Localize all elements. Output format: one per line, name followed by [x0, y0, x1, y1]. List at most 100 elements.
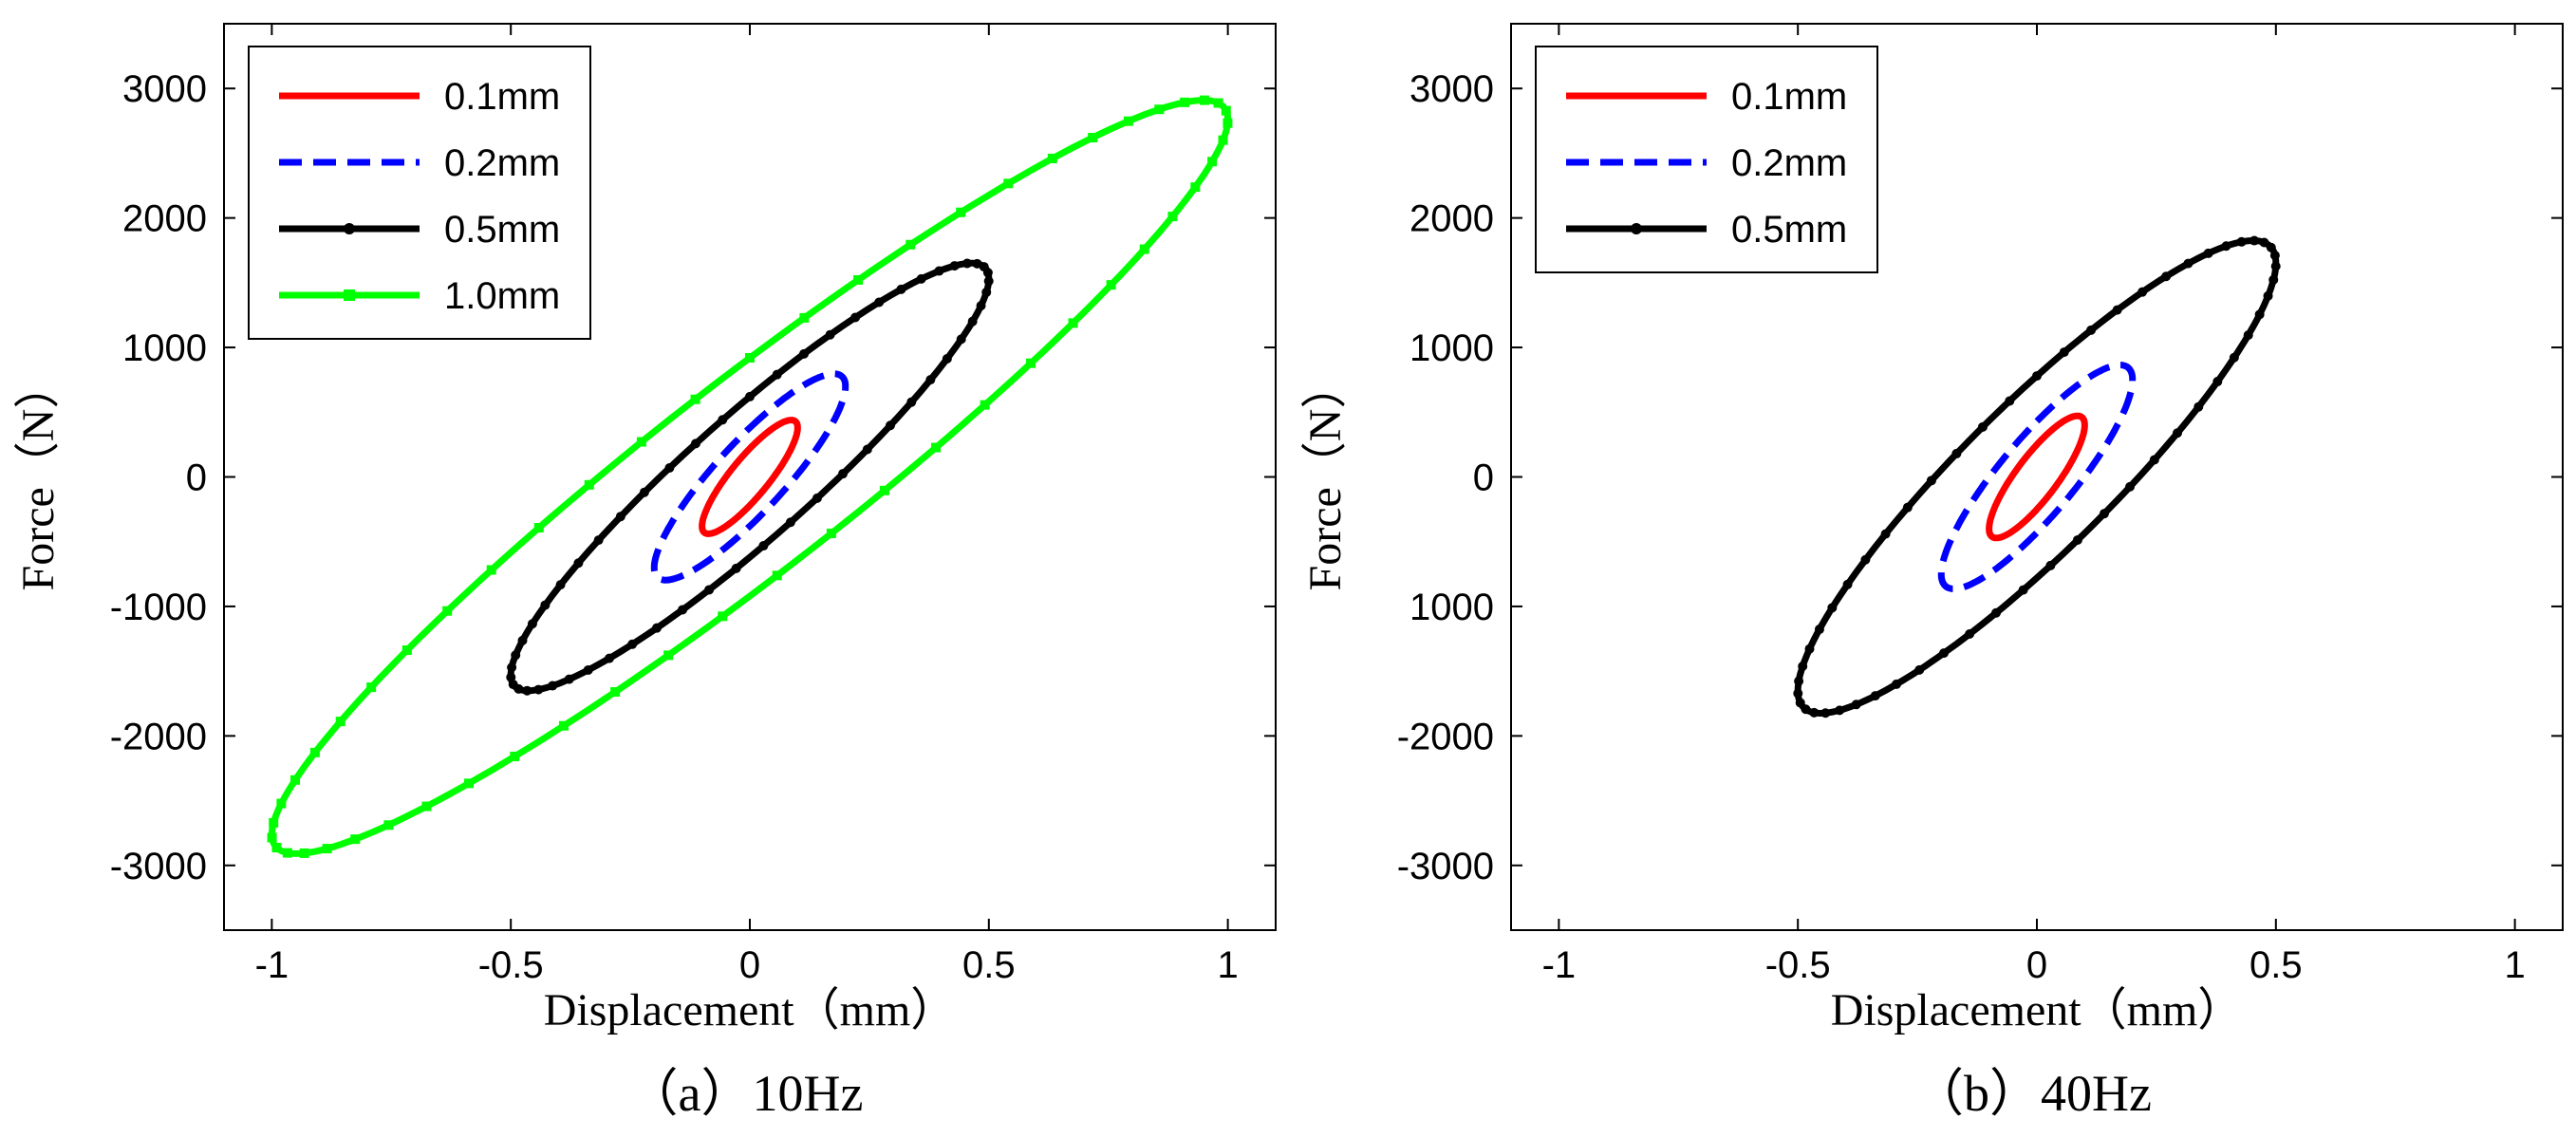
- series-marker-1.0mm: [335, 717, 345, 727]
- series-marker-0.5mm: [678, 605, 688, 615]
- y-tick-label: 1000: [1409, 587, 1494, 628]
- series-marker-0.5mm: [934, 266, 944, 276]
- series-marker-0.5mm: [1938, 648, 1949, 659]
- series-marker-1.0mm: [1213, 98, 1223, 108]
- series-marker-0.5mm: [772, 369, 782, 380]
- series-marker-0.5mm: [942, 353, 952, 364]
- series-line-0.1mm: [1986, 412, 2088, 542]
- x-tick-label: 1: [2505, 944, 2526, 986]
- series-marker-1.0mm: [276, 798, 287, 809]
- series-marker-0.5mm: [1804, 644, 1815, 654]
- series-marker-0.5mm: [2045, 560, 2056, 570]
- series-marker-1.0mm: [366, 682, 377, 693]
- legend-label: 1.0mm: [444, 275, 560, 317]
- series-marker-0.5mm: [718, 415, 728, 425]
- series-marker-0.5mm: [507, 662, 517, 673]
- legend-marker: [1631, 223, 1642, 234]
- series-marker-1.0mm: [745, 352, 755, 363]
- y-tick-label: -1000: [110, 587, 207, 628]
- series-marker-1.0mm: [663, 650, 674, 661]
- series-marker-0.5mm: [2266, 242, 2276, 252]
- series-marker-1.0mm: [1123, 116, 1133, 126]
- y-tick-label: 2000: [1409, 198, 1494, 240]
- series-marker-0.5mm: [2099, 509, 2109, 519]
- x-tick-label: 0: [2026, 944, 2047, 986]
- series-marker-0.5mm: [949, 261, 960, 271]
- series-marker-1.0mm: [299, 848, 309, 858]
- series-marker-0.5mm: [511, 650, 521, 661]
- series-marker-0.5mm: [1860, 554, 1871, 565]
- y-tick-label: 3000: [1409, 68, 1494, 110]
- series-marker-0.5mm: [1801, 704, 1811, 715]
- series-marker-0.5mm: [925, 375, 936, 385]
- series-marker-0.5mm: [1870, 691, 1880, 701]
- series-marker-0.5mm: [981, 287, 992, 297]
- series-marker-0.5mm: [540, 600, 551, 610]
- series-marker-0.5mm: [731, 563, 741, 573]
- series-marker-1.0mm: [879, 485, 889, 495]
- series-marker-0.5mm: [1902, 502, 1913, 513]
- series-marker-0.5mm: [799, 348, 810, 359]
- series-line-0.5mm: [1794, 237, 2280, 717]
- series-marker-0.5mm: [1965, 629, 1975, 640]
- series-marker-0.5mm: [906, 397, 917, 407]
- series-marker-0.5mm: [2161, 271, 2172, 282]
- chart-panel-a: -1 -0.5 0 0.5 13000200010000-1000-2000-3000 …: [13, 23, 1277, 1122]
- x-axis-label: Displacement（mm）: [544, 985, 957, 1035]
- series-marker-1.0mm: [1088, 132, 1098, 142]
- series-marker-1.0mm: [1221, 105, 1231, 116]
- x-axis-label: Displacement（mm）: [1831, 985, 2244, 1035]
- series-marker-0.5mm: [2173, 428, 2183, 438]
- series-marker-0.5mm: [2269, 251, 2280, 261]
- series-marker-1.0mm: [442, 606, 453, 616]
- series-marker-1.0mm: [799, 312, 810, 323]
- series-marker-0.5mm: [2032, 371, 2042, 382]
- series-marker-0.5mm: [583, 664, 593, 675]
- y-tick-label: 1000: [1409, 327, 1494, 369]
- series-marker-0.5mm: [2203, 248, 2213, 258]
- series-marker-0.5mm: [2259, 237, 2269, 248]
- series-marker-1.0mm: [1180, 97, 1190, 107]
- series-marker-0.5mm: [1795, 698, 1805, 708]
- series-marker-0.5mm: [522, 685, 532, 696]
- series-marker-0.5mm: [593, 535, 604, 546]
- x-tick-label: 1: [1218, 944, 1239, 986]
- series-marker-0.5mm: [758, 541, 769, 551]
- series-marker-1.0mm: [309, 747, 320, 757]
- series-marker-1.0mm: [1207, 157, 1218, 167]
- series-marker-1.0mm: [282, 848, 292, 858]
- series-marker-1.0mm: [636, 437, 646, 447]
- series-marker-0.5mm: [982, 268, 993, 278]
- panel-caption: （b）40Hz: [1913, 1065, 2152, 1122]
- series-marker-0.5mm: [1991, 607, 2002, 618]
- series-marker-0.5mm: [573, 558, 584, 569]
- series-marker-0.5mm: [615, 512, 625, 522]
- series-marker-1.0mm: [1223, 118, 1233, 128]
- series-marker-0.5mm: [564, 674, 574, 684]
- legend-label: 0.1mm: [1731, 76, 1847, 118]
- series-marker-1.0mm: [486, 565, 496, 575]
- series-marker-0.5mm: [2193, 401, 2204, 412]
- series-marker-1.0mm: [1026, 358, 1036, 368]
- series-marker-1.0mm: [1218, 135, 1228, 145]
- series-marker-0.5mm: [983, 276, 994, 287]
- series-marker-1.0mm: [1106, 280, 1116, 290]
- series-marker-0.5mm: [517, 635, 528, 645]
- series-marker-1.0mm: [267, 832, 277, 843]
- series-marker-0.5mm: [604, 653, 614, 663]
- series-marker-0.5mm: [962, 258, 973, 269]
- series-marker-1.0mm: [1199, 95, 1209, 105]
- series-marker-1.0mm: [1047, 153, 1057, 163]
- series-marker-0.5mm: [1809, 707, 1820, 718]
- series-marker-1.0mm: [271, 843, 282, 853]
- series-marker-0.5mm: [527, 619, 537, 629]
- x-tick-label: 0.5: [962, 944, 1016, 986]
- tick-group: -1 -0.5 0 0.5 1 3000 2000 1000 0 -1000 -2000 -3000: [110, 24, 1276, 986]
- series-marker-0.5mm: [745, 391, 755, 401]
- series-marker-1.0mm: [269, 817, 279, 828]
- series-marker-0.5mm: [838, 469, 849, 479]
- x-tick-label: 0.5: [2249, 944, 2303, 986]
- x-tick-label: -0.5: [1765, 944, 1831, 986]
- series-marker-0.5mm: [812, 493, 822, 503]
